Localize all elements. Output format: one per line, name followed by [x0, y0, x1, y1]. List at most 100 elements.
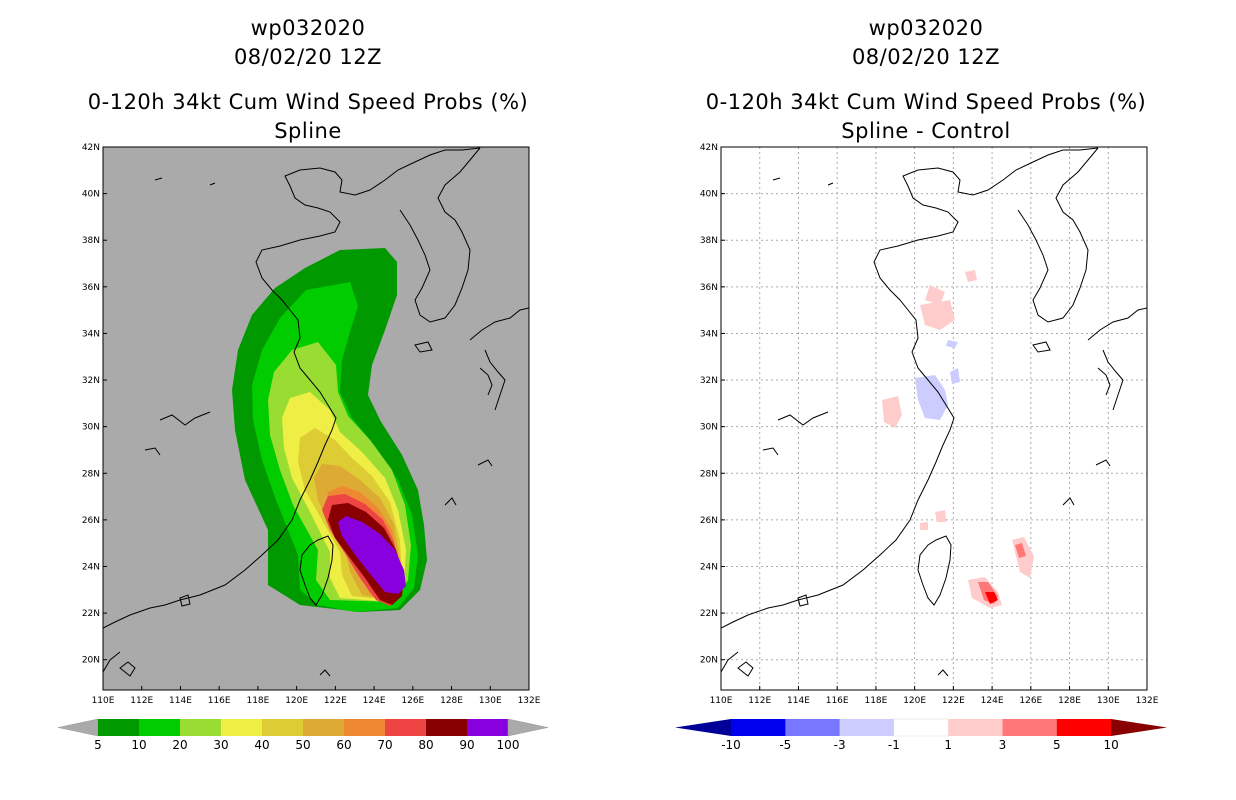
colorbar-label: 10	[1103, 738, 1119, 752]
diff-patch-positive-1	[925, 285, 945, 305]
left-taiwan-outline	[299, 535, 334, 606]
lat-tick-label: 32N	[700, 376, 718, 386]
diff-patch-positive-2	[920, 300, 955, 330]
right-colorbar	[675, 718, 1168, 737]
colorbar-swatch	[1002, 719, 1058, 736]
lon-tick-label: 112E	[130, 696, 153, 706]
colorbar-swatch	[262, 719, 303, 736]
lon-tick-label: 128E	[440, 696, 463, 706]
right-subtitle: Spline - Control	[841, 119, 1011, 143]
lon-tick-label: 118E	[246, 696, 269, 706]
colorbar-swatch	[426, 719, 467, 736]
diff-patch-negative-2	[946, 340, 958, 348]
lat-tick-label: 30N	[700, 423, 718, 433]
lat-tick-label: 32N	[82, 376, 100, 386]
colorbar-label: 100	[496, 738, 520, 752]
lon-tick-label: 130E	[1097, 696, 1120, 706]
lat-tick-label: 34N	[700, 329, 718, 339]
colorbar-label: 3	[998, 738, 1007, 752]
lat-tick-label: 42N	[700, 143, 718, 153]
colorbar-swatch	[785, 719, 841, 736]
colorbar-label: -10	[721, 738, 741, 752]
colorbar-swatch	[98, 719, 139, 736]
lon-tick-label: 118E	[864, 696, 887, 706]
lon-tick-label: 122E	[324, 696, 347, 706]
right-taiwan-outline	[917, 535, 952, 606]
colorbar-swatch	[731, 719, 786, 736]
colorbar-label: 5	[1052, 738, 1061, 752]
colorbar-label: 80	[418, 738, 434, 752]
colorbar-swatch	[180, 719, 221, 736]
colorbar-label: 20	[172, 738, 188, 752]
lon-tick-label: 132E	[1136, 696, 1158, 706]
lat-tick-label: 24N	[82, 562, 100, 572]
lon-tick-label: 116E	[208, 696, 231, 706]
lat-tick-label: 22N	[700, 609, 718, 619]
left-product-title: 0-120h 34kt Cum Wind Speed Probs (%)	[87, 90, 529, 114]
colorbar-swatch	[385, 719, 426, 736]
lon-tick-label: 130E	[479, 696, 502, 706]
colorbar-label: 1	[944, 738, 953, 752]
colorbar-swatch	[948, 719, 1003, 736]
lon-tick-label: 116E	[826, 696, 849, 706]
diff-patch-negative-3	[950, 368, 960, 384]
lon-tick-label: 120E	[285, 696, 308, 706]
right-product-title: 0-120h 34kt Cum Wind Speed Probs (%)	[705, 90, 1147, 114]
colorbar-swatch	[303, 719, 344, 736]
colorbar-label: 10	[131, 738, 147, 752]
lat-tick-label: 26N	[82, 516, 100, 526]
colorbar-swatch	[1056, 719, 1112, 736]
lat-tick-label: 36N	[82, 283, 100, 293]
lon-tick-label: 120E	[903, 696, 926, 706]
colorbar-label: -5	[779, 738, 792, 752]
colorbar-swatch	[893, 718, 949, 737]
right-title-block: wp032020 08/02/20 12Z 0-120h 34kt Cum Wi…	[676, 14, 1176, 146]
lon-tick-label: 112E	[748, 696, 771, 706]
lat-tick-label: 26N	[700, 516, 718, 526]
lon-tick-label: 128E	[1058, 696, 1081, 706]
diff-patch-positive-5	[935, 510, 946, 522]
lon-tick-label: 122E	[942, 696, 965, 706]
diff-patch-positive-6	[920, 522, 928, 530]
lat-tick-label: 40N	[82, 190, 100, 200]
left-colorbar	[57, 718, 549, 737]
colorbar-right-arrow	[1111, 719, 1168, 736]
colorbar-label: 5	[94, 738, 102, 752]
colorbar-left-arrow	[675, 719, 731, 736]
colorbar-swatch	[839, 719, 895, 736]
lon-tick-label: 110E	[92, 696, 115, 706]
colorbar-swatch	[139, 719, 180, 736]
lat-tick-label: 20N	[82, 656, 100, 666]
lon-tick-label: 114E	[169, 696, 192, 706]
lat-tick-label: 42N	[82, 143, 100, 153]
left-title-block: wp032020 08/02/20 12Z 0-120h 34kt Cum Wi…	[58, 14, 558, 146]
lat-tick-label: 28N	[700, 469, 718, 479]
left-coastlines	[103, 147, 529, 677]
colorbar-label: 90	[459, 738, 475, 752]
colorbar-swatch	[221, 719, 262, 736]
left-probability-map: 20N 22N 24N 26N 28N 30N 32N 34N 36N 38N 40N 42N 110…	[82, 143, 540, 706]
lat-tick-label: 30N	[82, 423, 100, 433]
lon-tick-label: 126E	[1019, 696, 1042, 706]
left-subtitle: Spline	[274, 119, 342, 143]
lat-tick-label: 36N	[700, 283, 718, 293]
lat-tick-label: 24N	[700, 562, 718, 572]
diff-patch-negative-1	[915, 375, 948, 420]
lat-tick-label: 34N	[82, 329, 100, 339]
lon-tick-label: 126E	[401, 696, 424, 706]
colorbar-label: 30	[213, 738, 229, 752]
prob-swath-90	[338, 516, 406, 594]
left-storm-id: wp032020	[250, 16, 366, 40]
lat-tick-label: 20N	[700, 656, 718, 666]
lat-tick-label: 28N	[82, 469, 100, 479]
right-difference-map: 20N 22N 24N 26N 28N 30N 32N 34N 36N 38N 40N 42N 110…	[700, 143, 1158, 706]
colorbar-label: 50	[295, 738, 311, 752]
lon-tick-label: 110E	[710, 696, 733, 706]
right-coastlines	[721, 147, 1147, 677]
lon-tick-label: 124E	[363, 696, 386, 706]
diff-patch-positive-4	[882, 396, 902, 428]
colorbar-right-arrow	[507, 718, 549, 737]
right-datetime: 08/02/20 12Z	[851, 45, 1001, 69]
left-datetime: 08/02/20 12Z	[233, 45, 383, 69]
colorbar-left-arrow	[57, 718, 99, 737]
